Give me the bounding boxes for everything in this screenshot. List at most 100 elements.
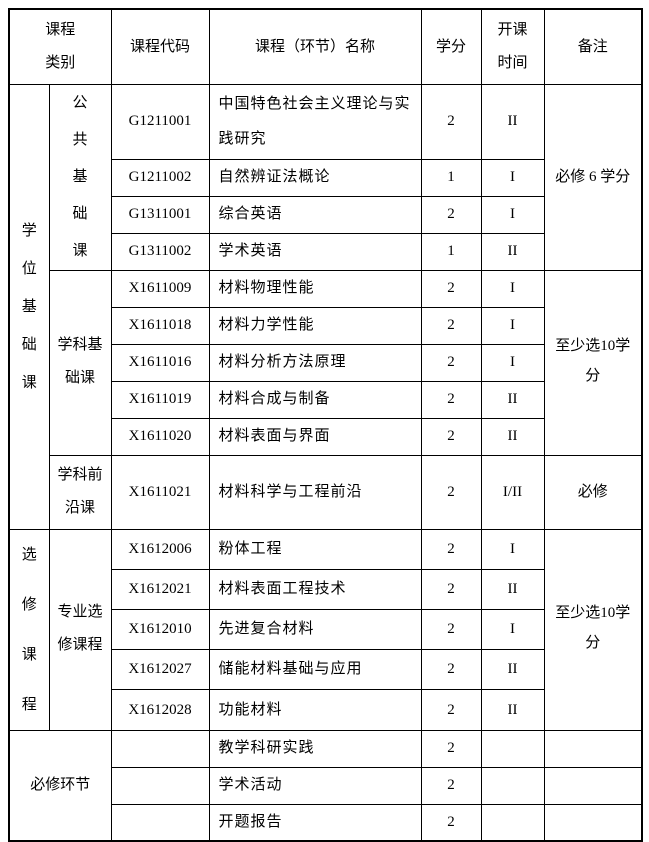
credits-cell: 2: [420, 608, 482, 651]
course-code-cell: X1612006: [110, 528, 210, 570]
course-name-cell: 储能材料基础与应用: [208, 649, 422, 691]
time-cell: I: [480, 343, 545, 382]
course-name-cell: 开题报告: [208, 803, 422, 842]
time-cell: I: [480, 528, 545, 570]
course-name-cell: 学术英语: [208, 232, 422, 271]
course-code-cell-empty: [110, 729, 210, 768]
time-cell: I/II: [480, 454, 545, 530]
course-name-cell: 材料合成与制备: [208, 380, 422, 419]
course-row: 必修环节 教学科研实践 2: [8, 729, 643, 842]
credits-cell: 2: [420, 454, 482, 530]
category-label: 学位基础课: [21, 222, 37, 391]
time-cell: II: [480, 83, 545, 160]
course-name-cell: 材料物理性能: [208, 269, 422, 308]
course-code-cell: X1611019: [110, 380, 210, 419]
course-name-cell: 功能材料: [208, 689, 422, 731]
course-name-cell: 先进复合材料: [208, 608, 422, 651]
course-row: X1611018 材料力学性能 2 I: [9, 306, 642, 345]
course-name-cell: 自然辨证法概论: [208, 158, 422, 197]
time-cell-empty: [480, 803, 545, 842]
credits-cell: 1: [420, 232, 482, 271]
remark-cell-empty: [543, 729, 643, 768]
group-label: 学科基础课: [57, 337, 103, 387]
category-cell-degree-basic: 学位基础课: [8, 83, 50, 530]
credits-cell: 2: [420, 269, 482, 308]
credits-cell: 2: [420, 528, 482, 570]
course-row: 学科基础课 X1611009 材料物理性能 2 I 至少选10学分: [9, 269, 643, 456]
course-code-cell: X1611016: [110, 343, 210, 382]
time-cell: I: [480, 269, 545, 308]
group-cell-discipline-basic: 学科基础课: [48, 269, 112, 456]
curriculum-table: 课程类别 课程代码 课程（环节）名称 学分 开课时间 备注 学位基础课 公共基础…: [8, 8, 643, 842]
group-cell-public-basic: 公共基础课: [48, 83, 112, 271]
header-remark-cell: 备注: [543, 8, 643, 85]
time-cell: I: [480, 608, 545, 651]
course-code-cell: G1311002: [110, 232, 210, 271]
credits-cell: 2: [420, 689, 482, 731]
course-name-cell: 材料分析方法原理: [208, 343, 422, 382]
remark-label: 至少选10学分: [555, 605, 631, 652]
course-name-cell: 材料表面工程技术: [208, 568, 422, 610]
course-code-cell: G1311001: [110, 195, 210, 234]
credits-cell: 2: [420, 729, 482, 768]
header-category-cell: 课程类别: [8, 8, 112, 85]
group-label: 公共基础课: [72, 94, 88, 259]
course-row: 开题报告 2: [9, 803, 643, 842]
remark-label: 必修 6 学分: [555, 168, 631, 185]
course-code-cell: X1611021: [110, 454, 210, 530]
time-cell: I: [480, 195, 545, 234]
credits-cell: 2: [420, 306, 482, 345]
course-code-cell: G1211002: [110, 158, 210, 197]
credits-cell: 2: [420, 195, 482, 234]
course-code-cell: X1612028: [110, 689, 210, 731]
course-code-cell: X1611020: [110, 417, 210, 456]
credits-cell: 1: [420, 158, 482, 197]
course-code-cell: G1211001: [110, 83, 210, 160]
course-name-cell: 中国特色社会主义理论与实践研究: [208, 83, 422, 160]
remark-cell-empty: [543, 766, 643, 805]
credits-cell: 2: [420, 803, 482, 842]
header-credits-cell: 学分: [420, 8, 482, 85]
group-cell-professional-elective: 专业选修课程: [48, 528, 112, 731]
credits-cell: 2: [420, 649, 482, 691]
course-name-cell: 教学科研实践: [208, 729, 422, 768]
course-code-cell-empty: [110, 766, 210, 805]
course-row: 学科前沿课 X1611021 材料科学与工程前沿 2 I/II 必修: [9, 454, 643, 530]
course-name-cell: 学术活动: [208, 766, 422, 805]
credits-cell: 2: [420, 380, 482, 419]
credits-cell: 2: [420, 766, 482, 805]
time-cell: I: [480, 306, 545, 345]
group-cell-discipline-frontier: 学科前沿课: [48, 454, 112, 530]
credits-cell: 2: [420, 83, 482, 160]
time-cell: II: [480, 649, 545, 691]
course-code-cell: X1612021: [110, 568, 210, 610]
header-time-cell: 开课时间: [480, 8, 545, 85]
course-name-cell: 粉体工程: [208, 528, 422, 570]
remark-cell: 至少选10学分: [543, 528, 643, 731]
time-cell: I: [480, 158, 545, 197]
remark-cell: 至少选10学分: [543, 269, 643, 456]
time-cell: II: [480, 568, 545, 610]
header-name-cell: 课程（环节）名称: [208, 8, 422, 85]
course-code-cell: X1611009: [110, 269, 210, 308]
course-code-cell: X1611018: [110, 306, 210, 345]
time-cell: II: [480, 417, 545, 456]
credits-cell: 2: [420, 568, 482, 610]
course-name-cell: 材料科学与工程前沿: [208, 454, 422, 530]
course-row: G1211002 自然辨证法概论 1 I: [9, 158, 642, 197]
course-name-cell: 综合英语: [208, 195, 422, 234]
course-name-cell: 材料表面与界面: [208, 417, 422, 456]
course-code-cell-empty: [110, 803, 210, 842]
remark-cell-empty: [543, 803, 643, 842]
course-code-cell: X1612027: [110, 649, 210, 691]
time-cell: II: [480, 380, 545, 419]
course-code-cell: X1612010: [110, 608, 210, 651]
category-cell-elective: 选修课程: [8, 528, 50, 731]
course-row: 学位基础课 公共基础课 G1211001 中国特色社会主义理论与实践研究 2 I…: [8, 83, 643, 530]
remark-cell: 必修: [543, 454, 643, 530]
credits-cell: 2: [420, 343, 482, 382]
header-code-cell: 课程代码: [110, 8, 210, 85]
header-row: 课程类别 课程代码 课程（环节）名称 学分 开课时间 备注: [8, 8, 643, 85]
time-cell-empty: [480, 729, 545, 768]
course-row: X1612021 材料表面工程技术 2 II: [9, 568, 642, 610]
